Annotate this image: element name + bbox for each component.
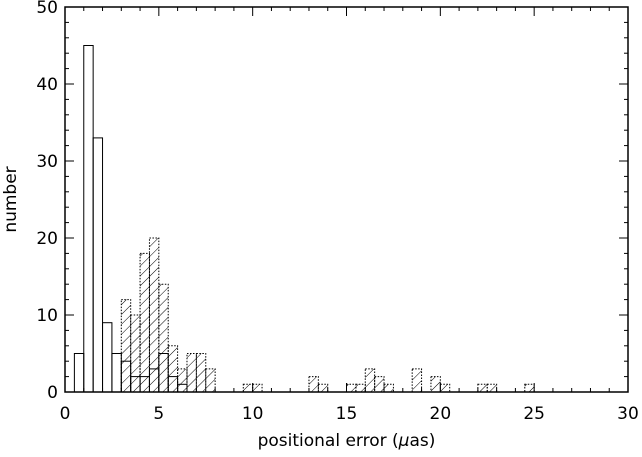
x-axis-tick-labels: 0 5 10 15 20 25 30 (60, 404, 639, 424)
hatched-bar-22 (477, 383, 488, 393)
x-tick-label: 20 (430, 404, 452, 424)
hatched-histogram-series (120, 237, 535, 393)
axis-ticks (64, 6, 629, 393)
x-tick-label: 25 (523, 404, 545, 424)
hatched-bar-9 (205, 368, 216, 393)
hatched-bar-6 (177, 368, 188, 393)
open-bar-2 (92, 137, 104, 393)
y-axis-tick-labels: 0 10 20 30 40 50 (36, 0, 58, 403)
hatched-bar-13 (317, 383, 329, 393)
hatched-bar-5 (167, 345, 179, 393)
hatched-bar-19 (411, 368, 423, 393)
hatched-bar-17 (374, 376, 385, 393)
x-tick-label: 15 (336, 404, 358, 424)
y-tick-label: 10 (36, 306, 58, 326)
hatched-bar-20 (430, 376, 441, 393)
hatched-bar-7 (186, 353, 197, 393)
x-tick-label: 30 (617, 404, 639, 424)
x-tick-label: 10 (242, 404, 264, 424)
hatched-bar-1 (130, 314, 141, 393)
y-axis-label: number (1, 166, 21, 232)
hatched-bar-24 (524, 383, 535, 393)
hatched-bar-11 (252, 383, 263, 393)
hatched-bar-10 (242, 383, 254, 393)
y-tick-label: 20 (36, 229, 58, 249)
hatched-bar-15 (355, 383, 366, 393)
hatched-bar-23 (486, 383, 498, 393)
hatched-bar-4 (158, 283, 169, 393)
hatched-bar-2 (139, 252, 150, 393)
open-bar-0 (73, 353, 85, 393)
hatched-bar-14 (346, 383, 357, 393)
y-tick-label: 50 (36, 0, 58, 18)
x-tick-label: 0 (60, 404, 71, 424)
y-tick-label: 30 (36, 152, 58, 172)
hatched-bar-12 (308, 376, 319, 393)
open-bar-3 (102, 322, 113, 393)
hatched-bar-21 (439, 383, 451, 393)
hatched-bar-3 (148, 237, 160, 393)
hatched-bar-0 (120, 299, 132, 393)
y-tick-label: 40 (36, 75, 58, 95)
x-tick-label: 5 (153, 404, 164, 424)
x-axis-label: positional error (μas) (258, 431, 436, 451)
hatched-bar-16 (364, 368, 376, 393)
open-bar-1 (83, 45, 94, 393)
hatched-bar-18 (383, 383, 394, 393)
y-tick-label: 0 (47, 383, 58, 403)
open-bar-4 (111, 353, 122, 393)
hatched-bar-8 (195, 353, 207, 393)
